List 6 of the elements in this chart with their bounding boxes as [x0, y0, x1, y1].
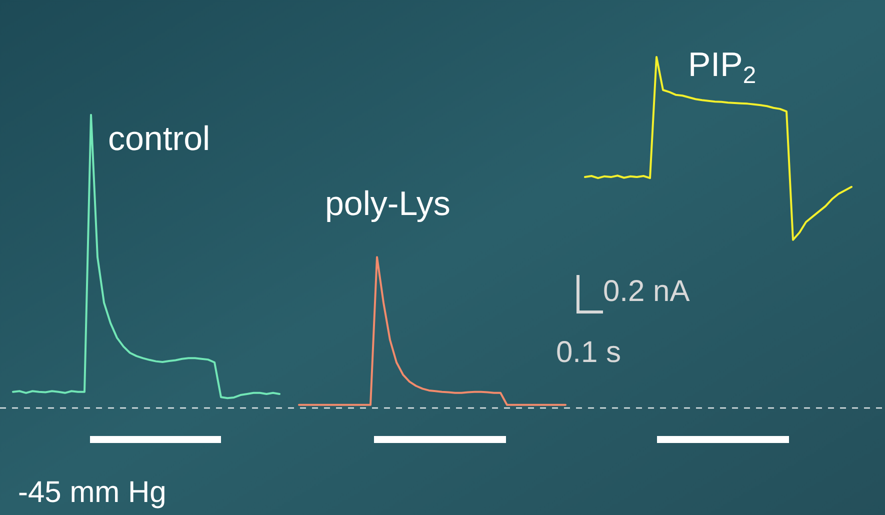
series-label: control	[108, 120, 210, 158]
annotation: 0.2 nA	[603, 275, 690, 308]
annotation: 0.1 s	[556, 336, 622, 369]
series-label: PIP$_{2}$	[688, 46, 756, 90]
series-label: poly-Lys	[325, 185, 450, 223]
text: -45 mm Hg	[18, 476, 166, 509]
